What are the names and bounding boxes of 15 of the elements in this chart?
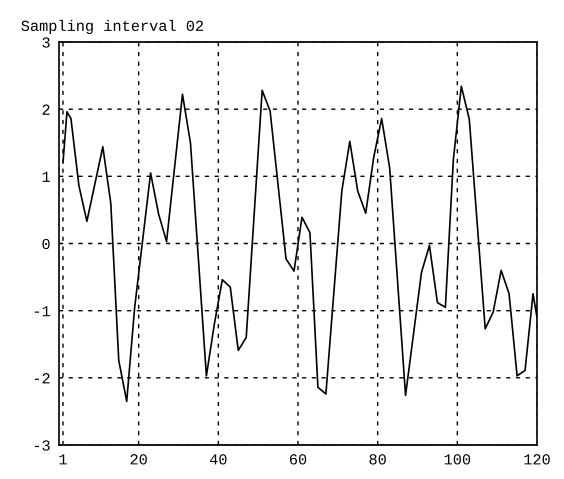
y-tick-label: 3 <box>42 37 50 48</box>
y-tick-label: 1 <box>42 172 50 182</box>
x-tick-label: 120 <box>524 454 550 465</box>
y-tick-label: -2 <box>34 373 50 384</box>
y-tick-label: 0 <box>42 238 50 250</box>
y-tick-label: 2 <box>42 104 50 115</box>
x-tick-label: 60 <box>290 454 306 465</box>
x-tick-label: 1 <box>60 454 67 464</box>
x-tick-label: 20 <box>130 454 147 465</box>
x-tick-label: 40 <box>210 454 227 465</box>
y-tick-label: -1 <box>34 306 50 316</box>
x-tick-label: 100 <box>444 454 470 465</box>
chart-title: Sampling interval 02 <box>21 20 204 34</box>
y-tick-label: -3 <box>34 440 50 451</box>
x-tick-label: 80 <box>369 454 386 465</box>
